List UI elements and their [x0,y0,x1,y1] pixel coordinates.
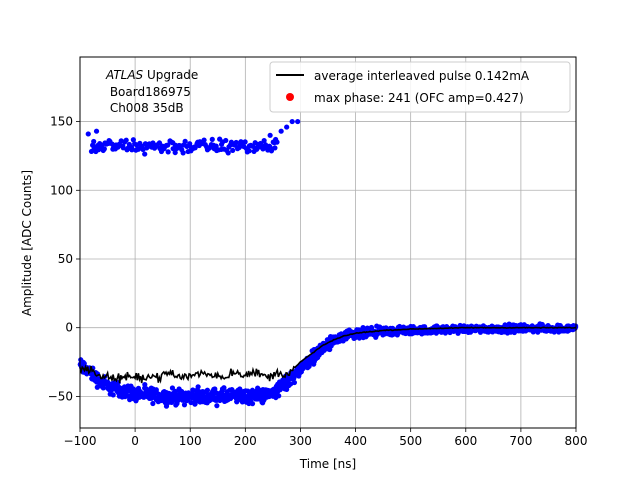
blue-data-point [91,138,97,145]
y-tick-label: −50 [48,389,73,403]
blue-data-point [150,140,156,146]
legend-label-max-phase: max phase: 241 (OFC amp=0.427) [314,91,524,105]
annotation-board: Board186975 [106,85,191,99]
x-axis-label: Time [ns] [299,457,356,471]
blue-data-point [261,137,267,144]
annotation-line-1: ATLAS Upgrade [105,68,198,82]
x-tick-label: 400 [344,434,367,448]
blue-data-point [213,143,219,149]
axis-ticks: −100 0 100 200 300 400 500 600 700 800 −50 0 50 100 15… [48,115,588,448]
x-tick-label: 100 [179,434,202,448]
blue-data-point [284,386,290,392]
blue-outlier-point [93,128,100,134]
blue-data-point [181,402,188,408]
blue-data-point [276,393,282,399]
blue-data-point [242,139,248,145]
blue-data-point [172,149,178,156]
blue-data-point [201,137,207,143]
y-axis-label: Amplitude [ADC Counts] [20,170,34,316]
blue-data-point [230,147,236,154]
blue-data-point [204,387,211,393]
blue-data-point [129,147,135,153]
legend: average interleaved pulse 0.142mA max ph… [269,61,571,113]
annotation-atlas: ATLAS [105,68,144,82]
x-tick-label: 500 [399,434,422,448]
blue-data-point [110,392,116,398]
blue-outlier-point [289,118,295,125]
blue-data-point [249,401,256,407]
legend-marker-swatch [286,93,294,101]
x-tick-label: 200 [234,434,257,448]
blue-data-point [272,145,278,151]
blue-data-point [291,379,298,386]
x-tick-label: 800 [565,434,588,448]
blue-data-point [153,387,159,393]
legend-label-average-pulse: average interleaved pulse 0.142mA [314,69,530,83]
blue-data-point [180,150,186,156]
blue-data-point [502,322,508,328]
blue-data-point [238,139,244,145]
y-tick-label: 50 [58,252,73,266]
blue-data-point [233,139,239,146]
blue-outlier-point [278,128,284,134]
plot-data [77,118,579,409]
y-tick-label: 0 [65,321,73,335]
blue-outlier-point [273,136,279,143]
blue-data-point [165,149,171,155]
blue-data-point [142,151,148,157]
blue-outlier-point [295,118,301,125]
atlas-annotation: ATLAS Upgrade Board186975 Ch008 35dB [105,68,198,115]
blue-outlier-point [85,131,91,137]
x-tick-label: 300 [289,434,312,448]
blue-data-point [246,148,252,154]
annotation-channel: Ch008 35dB [106,101,184,115]
blue-outlier-point [267,132,273,138]
blue-data-point [142,381,148,388]
blue-data-point [225,150,231,156]
annotation-upgrade: Upgrade [143,68,198,82]
blue-data-point [165,142,171,148]
blue-data-point [182,138,188,144]
blue-data-point [101,146,107,152]
blue-data-point [130,137,136,143]
blue-data-point [209,136,215,142]
x-tick-label: 600 [454,434,477,448]
blue-data-point [212,386,218,392]
x-tick-label: 0 [131,434,139,448]
x-tick-label: 700 [509,434,532,448]
blue-data-point [223,137,229,144]
blue-outlier-point [284,124,290,130]
x-tick-label: −100 [64,434,97,448]
blue-data-point [214,403,220,409]
blue-data-point [150,400,156,407]
blue-points-upper-cluster [85,118,301,157]
average-pulse-line [79,326,577,384]
blue-data-point [221,385,227,391]
legend-box [269,61,571,113]
blue-data-point [195,384,201,390]
blue-data-point [123,137,129,143]
y-tick-label: 150 [50,115,73,129]
blue-data-point [192,145,198,151]
blue-data-point [268,148,275,154]
y-tick-label: 100 [50,183,73,197]
blue-data-point [188,399,194,406]
plot-frame [79,56,577,429]
